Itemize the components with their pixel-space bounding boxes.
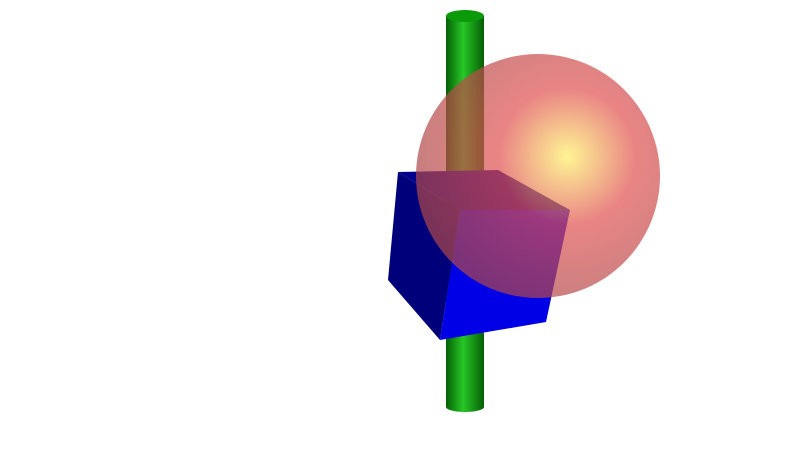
translucent-red-sphere [416,54,660,298]
cylinder-top-cap [446,10,484,22]
cylinder-bottom-cap [446,402,484,412]
